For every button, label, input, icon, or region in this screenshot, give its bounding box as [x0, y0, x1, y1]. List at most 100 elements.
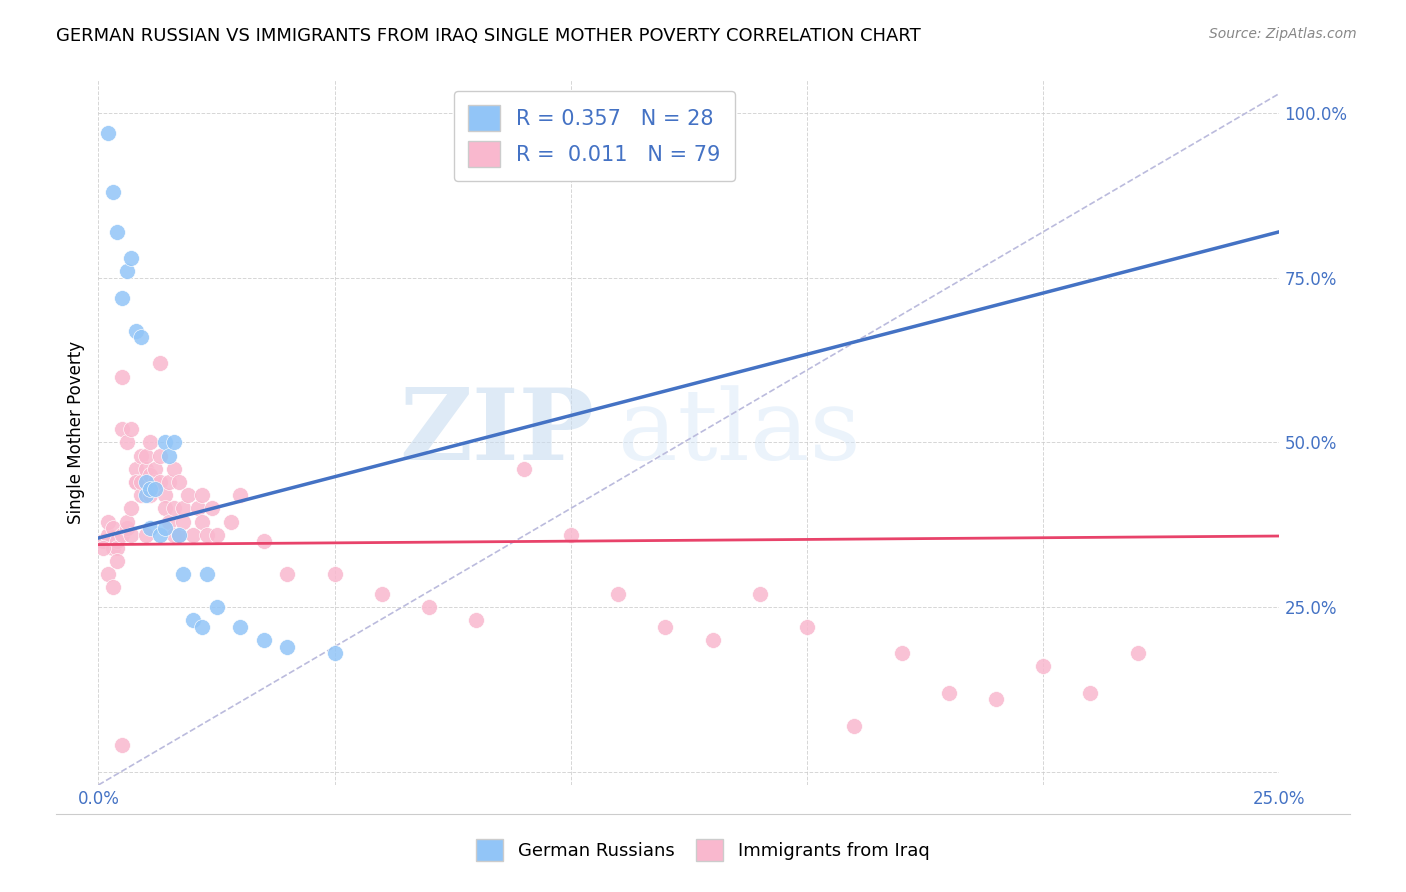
Point	[101, 541, 124, 555]
Point	[984, 692, 1007, 706]
Point	[153, 435, 176, 450]
Point	[135, 449, 157, 463]
Point	[418, 600, 440, 615]
Point	[323, 567, 346, 582]
Point	[111, 369, 134, 384]
Point	[167, 475, 190, 489]
Point	[115, 264, 138, 278]
Point	[115, 515, 138, 529]
Point	[121, 422, 143, 436]
Point	[163, 462, 186, 476]
Point	[149, 475, 172, 489]
Point	[1080, 686, 1102, 700]
Point	[115, 435, 138, 450]
Point	[91, 541, 114, 555]
Point	[101, 521, 124, 535]
Point	[149, 356, 172, 370]
Point	[139, 482, 162, 496]
Point	[560, 527, 582, 541]
Point	[139, 521, 162, 535]
Text: atlas: atlas	[619, 384, 860, 481]
Point	[129, 330, 152, 344]
Point	[153, 521, 176, 535]
Point	[101, 186, 124, 200]
Point	[512, 462, 534, 476]
Point	[191, 515, 214, 529]
Point	[143, 475, 166, 489]
Point	[163, 501, 186, 516]
Point	[229, 620, 252, 634]
Point	[153, 501, 176, 516]
Point	[149, 449, 172, 463]
Point	[191, 620, 214, 634]
Point	[195, 567, 218, 582]
Point	[1126, 646, 1149, 660]
Point	[97, 126, 120, 140]
Point	[139, 488, 162, 502]
Point	[125, 475, 148, 489]
Point	[1032, 659, 1054, 673]
Text: Source: ZipAtlas.com: Source: ZipAtlas.com	[1209, 27, 1357, 41]
Point	[135, 462, 157, 476]
Text: GERMAN RUSSIAN VS IMMIGRANTS FROM IRAQ SINGLE MOTHER POVERTY CORRELATION CHART: GERMAN RUSSIAN VS IMMIGRANTS FROM IRAQ S…	[56, 27, 921, 45]
Point	[105, 541, 128, 555]
Point	[125, 475, 148, 489]
Point	[796, 620, 818, 634]
Point	[654, 620, 676, 634]
Point	[97, 515, 120, 529]
Point	[371, 587, 394, 601]
Point	[157, 515, 180, 529]
Point	[105, 225, 128, 239]
Y-axis label: Single Mother Poverty: Single Mother Poverty	[66, 341, 84, 524]
Point	[121, 251, 143, 265]
Point	[143, 482, 166, 496]
Point	[121, 527, 143, 541]
Point	[153, 488, 176, 502]
Point	[143, 462, 166, 476]
Point	[229, 488, 252, 502]
Point	[111, 422, 134, 436]
Point	[129, 488, 152, 502]
Point	[253, 534, 276, 549]
Point	[139, 468, 162, 483]
Point	[172, 567, 194, 582]
Point	[205, 600, 228, 615]
Point	[205, 527, 228, 541]
Point	[195, 527, 218, 541]
Point	[702, 633, 724, 648]
Point	[97, 527, 120, 541]
Point	[101, 581, 124, 595]
Point	[938, 686, 960, 700]
Text: ZIP: ZIP	[399, 384, 595, 481]
Point	[111, 291, 134, 305]
Point	[91, 534, 114, 549]
Point	[181, 613, 204, 627]
Point	[163, 527, 186, 541]
Point	[105, 534, 128, 549]
Point	[219, 515, 242, 529]
Point	[172, 501, 194, 516]
Point	[167, 527, 190, 541]
Point	[172, 515, 194, 529]
Point	[157, 449, 180, 463]
Point	[111, 527, 134, 541]
Point	[323, 646, 346, 660]
Point	[125, 324, 148, 338]
Point	[135, 488, 157, 502]
Point	[121, 501, 143, 516]
Point	[276, 640, 298, 654]
Legend: R = 0.357   N = 28, R =  0.011   N = 79: R = 0.357 N = 28, R = 0.011 N = 79	[454, 91, 735, 181]
Point	[181, 527, 204, 541]
Point	[607, 587, 630, 601]
Point	[125, 462, 148, 476]
Point	[157, 475, 180, 489]
Point	[253, 633, 276, 648]
Point	[201, 501, 224, 516]
Point	[115, 521, 138, 535]
Point	[129, 475, 152, 489]
Point	[139, 435, 162, 450]
Point	[97, 567, 120, 582]
Point	[177, 488, 200, 502]
Point	[163, 435, 186, 450]
Point	[105, 554, 128, 568]
